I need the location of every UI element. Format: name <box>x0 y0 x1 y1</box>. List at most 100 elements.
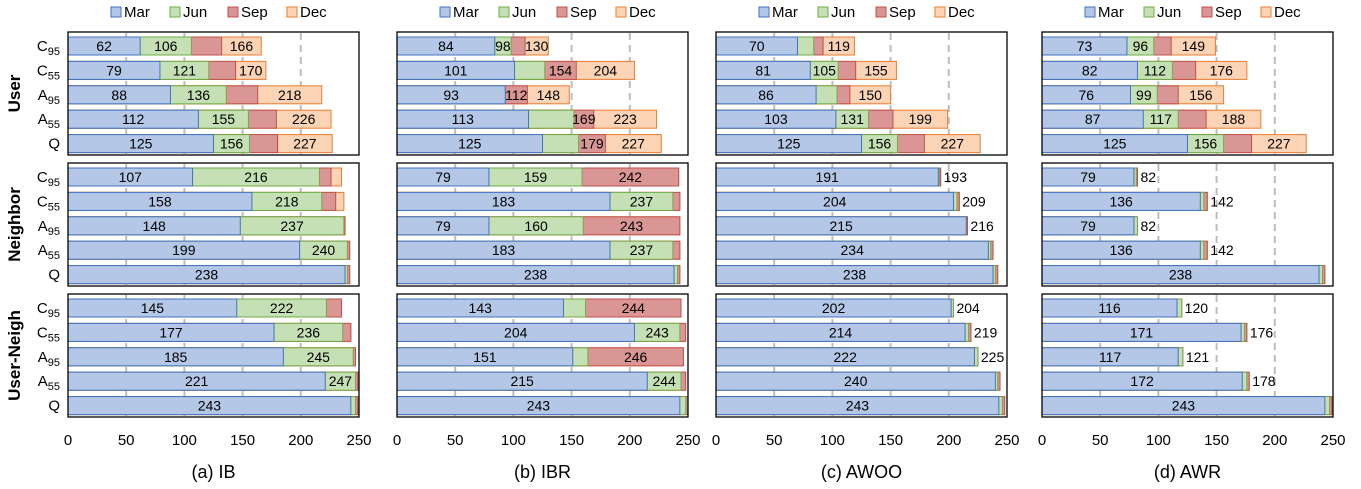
chart: 62 106 166 79 121 170 88 136 218 112 155 226 125 156 2… <box>64 31 372 482</box>
data-label: 176 <box>1210 62 1234 78</box>
data-label-outside: 225 <box>981 349 1005 365</box>
chart: 84 98 130 101 154 204 93 112 148 113 169 223 125 179 2… <box>393 31 701 482</box>
data-label: 222 <box>834 349 858 365</box>
legend-label-jun: Jun <box>831 4 855 21</box>
data-label: 237 <box>630 242 654 258</box>
data-label: 73 <box>1077 38 1093 54</box>
data-label: 136 <box>1109 193 1133 209</box>
panel-frame <box>715 31 1008 156</box>
data-label: 99 <box>1136 87 1152 103</box>
legend-swatch-jun <box>498 6 510 18</box>
data-label: 87 <box>1085 111 1101 127</box>
x-tick-label: 150 <box>878 432 903 449</box>
data-label: 179 <box>580 136 604 152</box>
data-label: 218 <box>278 87 302 103</box>
legend-label-dec: Dec <box>629 4 656 21</box>
legend-swatch-jun <box>169 6 181 18</box>
data-label: 244 <box>622 300 646 316</box>
row-label: C55 <box>37 62 60 82</box>
data-label: 76 <box>1078 87 1094 103</box>
data-label-outside: 142 <box>1210 193 1234 209</box>
data-label: 96 <box>1133 38 1149 54</box>
data-label: 103 <box>764 111 788 127</box>
x-tick-label: 250 <box>675 432 700 449</box>
legend-swatch-dec <box>1260 6 1272 18</box>
data-label: 131 <box>841 111 865 127</box>
data-label: 238 <box>843 267 867 283</box>
row-label: A95 <box>38 218 60 238</box>
chart-caption: (c) AWOO <box>821 462 902 482</box>
legend-swatch-jun <box>1143 6 1155 18</box>
legend-label-jun: Jun <box>512 4 536 21</box>
data-label: 151 <box>473 349 497 365</box>
legend: Mar Jun Sep Dec <box>110 4 327 21</box>
row-label: C95 <box>37 300 60 320</box>
data-label: 155 <box>864 62 888 78</box>
panel: 202 204 214 219 222 225 240 243 <box>715 293 1008 418</box>
x-tick-label: 0 <box>1038 432 1046 449</box>
legend-label-sep: Sep <box>570 4 597 21</box>
legend-label-mar: Mar <box>772 4 798 21</box>
data-label-outside: 216 <box>970 218 994 234</box>
panel: 145 222 177 236 185 245 221 247 243 <box>67 293 360 418</box>
row-label: C55 <box>37 193 60 213</box>
data-label: 245 <box>307 349 331 365</box>
data-label-outside: 219 <box>974 324 998 340</box>
data-label: 171 <box>1130 324 1154 340</box>
panel-frame <box>715 162 1008 287</box>
x-tick-label: 150 <box>230 432 255 449</box>
x-tick-label: 50 <box>447 432 464 449</box>
x-tick-label: 50 <box>118 432 135 449</box>
data-label: 112 <box>505 87 528 103</box>
data-label: 199 <box>172 242 196 258</box>
panel-frame <box>715 293 1008 418</box>
legend-label-sep: Sep <box>241 4 268 21</box>
data-label: 119 <box>828 38 851 54</box>
data-label: 84 <box>438 38 454 54</box>
panel: 79 82 136 142 79 82 136 142 238 <box>1041 162 1334 287</box>
data-label: 188 <box>1222 111 1246 127</box>
row-label: Q <box>48 398 60 415</box>
data-label: 227 <box>293 136 317 152</box>
x-tick-label: 150 <box>1204 432 1229 449</box>
legend-swatch-mar <box>439 6 451 18</box>
data-label: 149 <box>1182 38 1206 54</box>
x-tick-label: 200 <box>1262 432 1287 449</box>
data-label: 130 <box>525 38 549 54</box>
data-label: 156 <box>1189 87 1213 103</box>
data-label: 244 <box>652 373 676 389</box>
panel: 116 120 171 176 117 121 172 178 243 <box>1041 293 1334 418</box>
data-label: 238 <box>195 267 219 283</box>
data-label: 86 <box>758 87 774 103</box>
row-label: A55 <box>38 242 60 262</box>
panel: 70 119 81 105 155 86 150 103 131 199 125 156 227 <box>715 31 1008 156</box>
data-label: 243 <box>1172 398 1196 414</box>
row-label: A55 <box>38 373 60 393</box>
panel: 107 216 158 218 148 237 199 240 238 <box>67 162 360 287</box>
legend-label-mar: Mar <box>453 4 479 21</box>
data-label: 183 <box>492 242 516 258</box>
row-label: Q <box>48 136 60 153</box>
data-label: 204 <box>823 193 847 209</box>
data-label: 169 <box>572 111 596 127</box>
data-label: 202 <box>822 300 846 316</box>
data-label: 148 <box>142 218 166 234</box>
data-label: 199 <box>909 111 933 127</box>
data-label: 125 <box>777 136 801 152</box>
x-tick-label: 0 <box>712 432 720 449</box>
panel: 62 106 166 79 121 170 88 136 218 112 155 226 125 156 2… <box>67 31 360 156</box>
data-label: 221 <box>185 373 209 389</box>
data-label: 158 <box>148 193 172 209</box>
row-label: C95 <box>37 38 60 58</box>
data-label: 112 <box>1144 62 1167 78</box>
x-tick-label: 100 <box>172 432 197 449</box>
data-label: 70 <box>749 38 765 54</box>
data-label: 240 <box>844 373 868 389</box>
x-tick-label: 250 <box>346 432 371 449</box>
data-label: 204 <box>594 62 618 78</box>
data-label: 215 <box>829 218 853 234</box>
data-label: 143 <box>469 300 493 316</box>
panel-frame <box>1041 293 1334 418</box>
